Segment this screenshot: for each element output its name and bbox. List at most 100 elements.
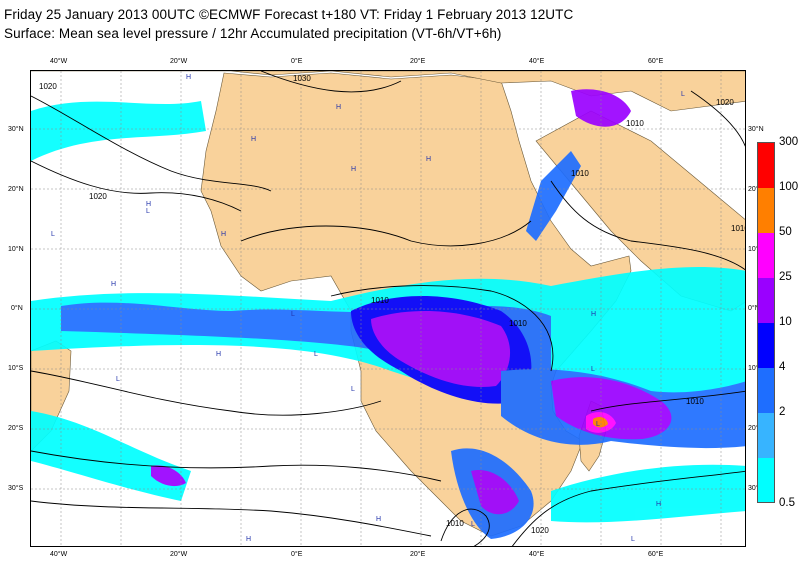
isobar-label: 1020 [531, 526, 549, 535]
lat-label-right-0n: 0°N [748, 305, 760, 312]
isobar-1010-south [31, 500, 432, 537]
isobar-label: 1010 [626, 119, 644, 128]
colorbar-label-100: 100 [779, 181, 799, 193]
isobar-1010-gulf [690, 90, 745, 147]
lon-label-bottom-40e: 40°E [529, 551, 545, 558]
isobar-label: 1010 [446, 519, 464, 528]
low-pressure-marker: L [116, 376, 120, 383]
high-pressure-marker: H [186, 74, 191, 81]
isobar-1010-east [550, 180, 745, 271]
isobar-1010-low [440, 508, 490, 546]
isobar-label: 1010 [731, 224, 746, 233]
precip-heavy-southeast [551, 377, 672, 440]
low-pressure-marker: L [351, 386, 355, 393]
high-pressure-marker: H [656, 501, 661, 508]
high-pressure-marker: H [376, 516, 381, 523]
precip-south-atlantic-heavy [151, 465, 186, 487]
colorbar-label-50: 50 [779, 226, 792, 238]
europe-landmass [31, 71, 745, 112]
colorbar-label-25: 25 [779, 271, 792, 283]
colorbar-band-25 [758, 278, 774, 323]
high-pressure-marker: H [426, 156, 431, 163]
isobar-1020-southatlantic [31, 370, 382, 416]
low-pressure-marker: L [631, 536, 635, 543]
isobar-label: 1020 [89, 192, 107, 201]
high-pressure-marker: H [251, 136, 256, 143]
colorbar-label-10: 10 [779, 316, 792, 328]
lat-label-right-10s: 10°S [748, 365, 764, 372]
isobar-1020-cape [511, 470, 745, 546]
colorbar-band-300 [758, 143, 774, 188]
precip-extreme-madagascar [593, 416, 608, 428]
isobar-label: 1020 [39, 82, 57, 91]
precipitation-colorbar [757, 142, 775, 503]
lon-label-bottom-40w: 40°W [50, 551, 68, 558]
lat-label-right-10n: 10°N [748, 246, 764, 253]
lat-label-right-30s: 30°S [748, 485, 764, 492]
isobar-label: 1020 [716, 98, 734, 107]
precip-southern-ocean [551, 464, 745, 523]
isobar-label: 1010 [371, 296, 389, 305]
low-pressure-marker: L [471, 521, 475, 528]
colorbar-band-4 [758, 368, 774, 413]
precip-red-sea [526, 151, 581, 241]
title-line-2: Surface: Mean sea level pressure / 12hr … [4, 26, 502, 41]
lon-label-top-20e: 20°E [410, 58, 426, 65]
high-pressure-marker: H [351, 166, 356, 173]
lat-label-left-0n: 0°N [11, 305, 23, 312]
high-pressure-marker: H [146, 201, 151, 208]
lon-label-top-0e: 0°E [291, 58, 303, 65]
lon-label-top-40w: 40°W [50, 58, 68, 65]
isobar-1010-equator [330, 285, 554, 372]
lon-label-top-60e: 60°E [648, 58, 664, 65]
isobar-1010-sahara [240, 220, 532, 247]
high-pressure-marker: H [111, 281, 116, 288]
isobar-label: 1030 [293, 74, 311, 83]
low-pressure-marker: L [591, 366, 595, 373]
high-pressure-marker: H [246, 536, 251, 543]
colorbar-band-50 [758, 233, 774, 278]
precipitation-layer [31, 89, 745, 539]
lat-label-left-10s: 10°S [8, 365, 24, 372]
lon-label-bottom-20w: 20°W [170, 551, 188, 558]
forecast-map-canvas: 1020 1030 1020 1010 1010 1020 1010 1010 … [31, 71, 746, 546]
lon-label-bottom-0e: 0°E [291, 551, 303, 558]
high-pressure-marker: H [591, 311, 596, 318]
colorbar-label-2: 2 [779, 406, 786, 418]
colorbar-label-0.5: 0.5 [779, 497, 795, 509]
lon-label-bottom-60e: 60°E [648, 551, 664, 558]
low-pressure-marker: L [681, 91, 685, 98]
high-pressure-marker: H [216, 351, 221, 358]
title-line-1: Friday 25 January 2013 00UTC ©ECMWF Fore… [4, 7, 574, 22]
lat-label-left-20s: 20°S [8, 425, 24, 432]
lat-label-right-20n: 20°N [748, 186, 764, 193]
low-pressure-marker: L [51, 231, 55, 238]
isobar-label-layer: 1020 1030 1020 1010 1010 1020 1010 1010 … [39, 74, 746, 535]
colorbar-band-2 [758, 413, 774, 458]
isobar-1030-north [260, 71, 402, 93]
lon-label-top-40e: 40°E [529, 58, 545, 65]
high-pressure-marker: H [336, 104, 341, 111]
colorbar-band-100 [758, 188, 774, 233]
isobar-label: 1010 [686, 397, 704, 406]
colorbar-label-4: 4 [779, 361, 786, 373]
colorbar-label-300: 300 [779, 136, 799, 148]
lat-label-left-30s: 30°S [8, 485, 24, 492]
isobar-label: 1010 [509, 319, 527, 328]
precip-south-atlantic [31, 411, 191, 501]
isobars [31, 71, 745, 546]
precip-band-north-atlantic [31, 101, 206, 161]
colorbar-band-0.5 [758, 458, 774, 502]
precip-south-africa-heavy [471, 470, 519, 515]
lat-label-right-30n: 30°N [748, 126, 764, 133]
isobar-label: 1010 [571, 169, 589, 178]
isobar-1010-southeast [590, 390, 745, 412]
low-pressure-marker: L [291, 311, 295, 318]
pressure-centers: H H H H H H H H H H H H H L L L L L L L … [51, 74, 685, 543]
lon-label-bottom-20e: 20°E [410, 551, 426, 558]
lat-label-left-30n: 30°N [8, 126, 24, 133]
forecast-map: 1020 1030 1020 1010 1010 1020 1010 1010 … [30, 70, 746, 547]
precip-very-heavy-congo [371, 310, 511, 387]
high-pressure-marker: H [221, 231, 226, 238]
graticule [31, 71, 745, 546]
